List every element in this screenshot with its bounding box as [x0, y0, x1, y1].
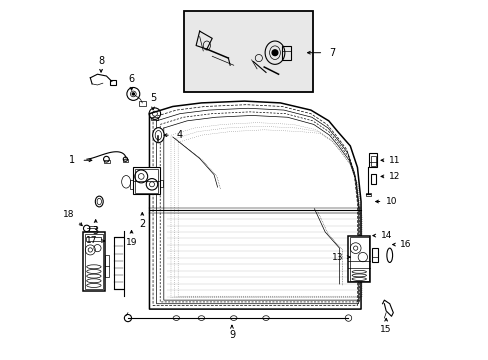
Bar	[85, 234, 102, 289]
Text: 1: 1	[69, 155, 75, 165]
Bar	[113, 237, 123, 289]
Ellipse shape	[152, 128, 164, 143]
Text: 7: 7	[328, 48, 335, 58]
Text: 10: 10	[385, 197, 396, 206]
Circle shape	[132, 93, 134, 95]
Bar	[135, 169, 158, 193]
Bar	[160, 180, 163, 187]
Bar	[130, 180, 133, 189]
Text: 11: 11	[388, 156, 400, 165]
Text: 5: 5	[150, 93, 156, 103]
Bar	[123, 159, 127, 162]
Text: 2: 2	[139, 219, 145, 229]
Bar	[183, 12, 312, 92]
Text: 13: 13	[331, 253, 343, 262]
Text: 16: 16	[399, 240, 411, 249]
Bar	[86, 237, 101, 241]
Bar	[370, 174, 375, 184]
Bar	[365, 193, 370, 196]
Bar	[83, 232, 104, 291]
Text: 3: 3	[92, 226, 99, 236]
Bar	[104, 255, 109, 277]
Bar	[104, 159, 110, 163]
Text: 8: 8	[98, 55, 104, 66]
Text: 4: 4	[177, 130, 183, 140]
Text: 12: 12	[388, 172, 400, 181]
Bar	[348, 235, 369, 282]
Bar	[151, 117, 158, 120]
Bar	[370, 156, 375, 166]
Text: 15: 15	[380, 325, 391, 334]
Bar	[349, 237, 368, 281]
Text: 9: 9	[228, 330, 235, 340]
Bar	[133, 167, 160, 194]
Text: 17: 17	[86, 237, 98, 246]
Circle shape	[271, 50, 277, 55]
Text: 18: 18	[63, 210, 74, 219]
Text: 6: 6	[128, 73, 134, 84]
Bar	[371, 248, 378, 262]
Ellipse shape	[386, 248, 392, 262]
Text: 14: 14	[380, 231, 391, 240]
Bar	[282, 45, 290, 60]
Text: 19: 19	[125, 238, 137, 247]
Bar	[110, 80, 116, 85]
Bar	[139, 101, 145, 107]
Bar	[368, 153, 376, 167]
Bar	[88, 226, 96, 231]
